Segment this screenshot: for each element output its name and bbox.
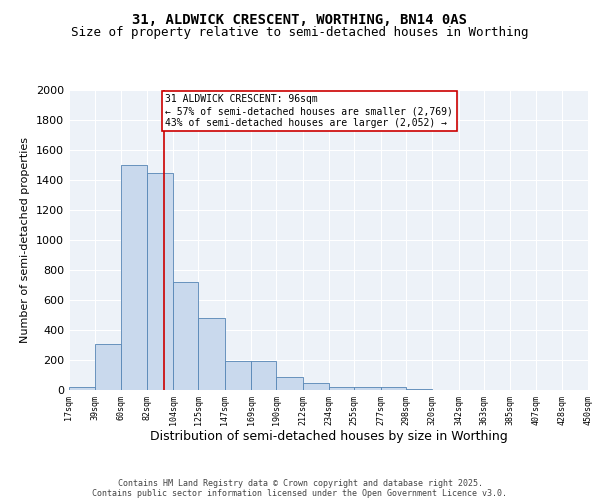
Bar: [173, 282, 199, 390]
Bar: [380, 387, 406, 390]
Bar: [225, 361, 251, 390]
Bar: [354, 387, 380, 390]
Y-axis label: Number of semi-detached properties: Number of semi-detached properties: [20, 137, 31, 343]
Text: Contains HM Land Registry data © Crown copyright and database right 2025.: Contains HM Land Registry data © Crown c…: [118, 478, 482, 488]
Bar: [277, 376, 303, 390]
X-axis label: Distribution of semi-detached houses by size in Worthing: Distribution of semi-detached houses by …: [149, 430, 508, 444]
Bar: [95, 344, 121, 390]
Bar: [329, 387, 354, 390]
Bar: [147, 172, 173, 390]
Text: 31 ALDWICK CRESCENT: 96sqm
← 57% of semi-detached houses are smaller (2,769)
43%: 31 ALDWICK CRESCENT: 96sqm ← 57% of semi…: [166, 94, 454, 128]
Bar: [251, 361, 277, 390]
Bar: [303, 383, 329, 390]
Text: Contains public sector information licensed under the Open Government Licence v3: Contains public sector information licen…: [92, 488, 508, 498]
Bar: [199, 318, 225, 390]
Text: 31, ALDWICK CRESCENT, WORTHING, BN14 0AS: 31, ALDWICK CRESCENT, WORTHING, BN14 0AS: [133, 12, 467, 26]
Text: Size of property relative to semi-detached houses in Worthing: Size of property relative to semi-detach…: [71, 26, 529, 39]
Bar: [121, 165, 147, 390]
Bar: [69, 387, 95, 390]
Bar: [406, 389, 432, 390]
